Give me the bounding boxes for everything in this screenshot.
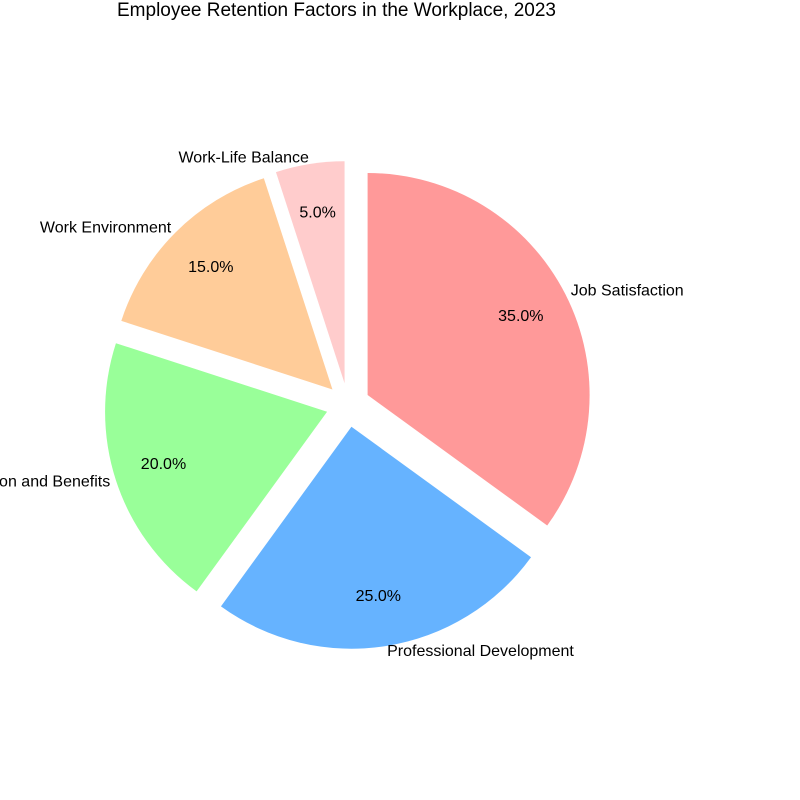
pie-slice-work-environment — [121, 178, 333, 390]
pie-slice-job-satisfaction — [367, 173, 590, 526]
slice-percentage: 15.0% — [188, 259, 233, 276]
pie-slice-compensation-and-benefits — [105, 343, 328, 592]
slice-label: Work Environment — [40, 219, 172, 236]
slice-label: Work-Life Balance — [178, 149, 309, 166]
slice-percentage: 5.0% — [299, 205, 335, 222]
pie-slice-work-life-balance — [275, 161, 345, 384]
slice-label: Job Satisfaction — [571, 283, 684, 300]
pie-slice-professional-development — [220, 426, 532, 649]
chart-title: Employee Retention Factors in the Workpl… — [117, 0, 556, 21]
slice-percentage: 25.0% — [356, 588, 401, 605]
slice-label: Compensation and Benefits — [0, 473, 110, 490]
slice-label: Professional Development — [387, 643, 574, 660]
slice-percentage: 20.0% — [141, 456, 186, 473]
pie-slices — [105, 161, 590, 649]
pie-labels: Job Satisfaction 35.0% Professional Develo… — [0, 149, 684, 660]
slice-percentage: 35.0% — [498, 308, 543, 325]
